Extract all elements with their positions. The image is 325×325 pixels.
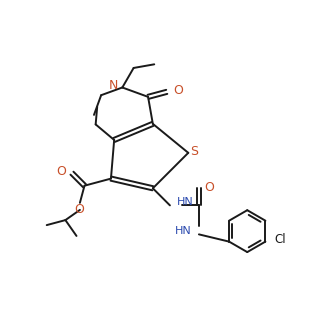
Text: O: O — [205, 181, 214, 194]
Text: HN: HN — [175, 226, 192, 236]
Text: N: N — [109, 79, 119, 92]
Text: O: O — [74, 203, 84, 216]
Text: S: S — [190, 145, 198, 158]
Text: O: O — [173, 84, 183, 97]
Text: Cl: Cl — [274, 233, 285, 246]
Text: O: O — [56, 165, 66, 178]
Text: HN: HN — [177, 197, 194, 207]
